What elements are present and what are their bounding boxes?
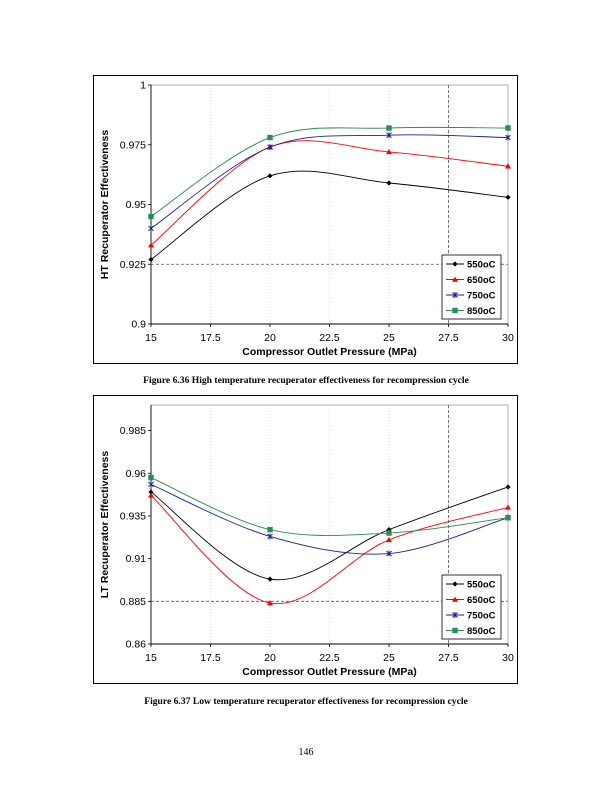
x-tick-label: 22.5	[319, 332, 340, 344]
x-tick-label: 25	[383, 332, 395, 344]
x-tick-label: 27.5	[438, 652, 459, 664]
series-line-550oC	[150, 486, 509, 581]
figure-caption-6-37: Figure 6.37 Low temperature recuperator …	[144, 696, 468, 707]
diamond-marker	[267, 173, 273, 179]
x-axis-label: Compressor Outlet Pressure (MPa)	[242, 666, 416, 678]
y-tick-label: 0.9	[131, 319, 146, 331]
triangle-marker	[148, 242, 154, 248]
diamond-marker	[386, 180, 392, 186]
x-tick-label: 17.5	[200, 652, 221, 664]
x-tick-label: 20	[264, 652, 276, 664]
y-tick-label: 0.96	[126, 468, 147, 480]
square-marker	[452, 307, 458, 314]
x-tick-label: 22.5	[319, 652, 340, 664]
square-marker	[267, 526, 273, 533]
triangle-marker	[505, 163, 511, 169]
x-tick-label: 15	[145, 652, 157, 664]
asterisk-marker	[386, 550, 392, 557]
legend-label: 850oC	[467, 306, 496, 317]
legend-box	[441, 254, 502, 320]
asterisk-marker	[267, 144, 273, 151]
series-line-750oC	[150, 483, 509, 555]
diamond-marker	[148, 256, 154, 263]
diamond-marker	[505, 484, 511, 490]
y-axis-label: LT Recuperator Effectiveness	[99, 451, 111, 599]
x-tick-label: 25	[383, 652, 395, 664]
asterisk-marker	[148, 225, 154, 232]
triangle-marker	[267, 600, 273, 606]
y-tick-label: 0.935	[120, 510, 146, 522]
y-tick-label: 0.95	[126, 199, 147, 211]
triangle-marker	[148, 492, 154, 498]
x-tick-label: 15	[145, 332, 157, 344]
square-marker	[148, 213, 154, 220]
triangle-marker	[452, 276, 458, 282]
series-line-850oC	[150, 126, 509, 217]
legend-label: 550oC	[467, 580, 496, 591]
asterisk-marker	[505, 134, 511, 141]
series-line-650oC	[150, 495, 509, 605]
lt-chart-frame: 0.86 0.885 0.91 0.935 0.96 0.985 15 17.5 20 22.5 2…	[93, 395, 518, 684]
square-marker	[505, 514, 511, 521]
lt-effectiveness-chart: 0.86 0.885 0.91 0.935 0.96 0.985 15 17.5 20 22.5 2…	[99, 404, 514, 678]
asterisk-marker	[386, 132, 392, 139]
legend-label: 750oC	[467, 611, 496, 622]
y-tick-label: 0.91	[126, 553, 147, 565]
figure-caption-6-36: Figure 6.36 High temperature recuperator…	[143, 375, 469, 386]
y-tick-label: 0.985	[120, 425, 146, 437]
legend-label: 850oC	[467, 626, 496, 637]
diamond-marker	[452, 261, 458, 267]
triangle-marker	[452, 596, 458, 602]
legend-label: 650oC	[467, 275, 496, 286]
y-tick-label: 1	[140, 80, 146, 92]
diamond-marker	[267, 576, 273, 582]
diamond-marker	[505, 194, 511, 200]
triangle-marker	[386, 536, 392, 543]
ht-chart-frame: 0.9 0.925 0.95 0.975 1 15 17.5 20 22.5 25 27.5 30 Co…	[93, 75, 518, 364]
square-marker	[505, 125, 511, 131]
series-line-850oC	[150, 477, 509, 536]
x-tick-label: 27.5	[438, 332, 459, 344]
x-tick-label: 30	[502, 652, 514, 664]
series-line-650oC	[150, 140, 509, 246]
triangle-marker	[505, 504, 511, 510]
square-marker	[386, 530, 392, 536]
asterisk-marker	[148, 481, 154, 488]
legend-label: 750oC	[467, 291, 496, 302]
ht-effectiveness-chart: 0.9 0.925 0.95 0.975 1 15 17.5 20 22.5 25 27.5 30 Co…	[99, 80, 514, 359]
y-tick-label: 0.925	[120, 259, 146, 271]
y-axis-label: HT Recuperator Effectiveness	[99, 130, 111, 280]
x-tick-label: 30	[502, 332, 514, 344]
asterisk-marker	[267, 533, 273, 540]
x-axis-label: Compressor Outlet Pressure (MPa)	[242, 346, 416, 358]
triangle-marker	[386, 148, 392, 155]
square-marker	[452, 627, 458, 634]
legend-label: 550oC	[467, 260, 496, 271]
series-line-550oC	[150, 170, 509, 260]
asterisk-marker	[452, 612, 458, 618]
x-tick-label: 17.5	[200, 332, 221, 344]
diamond-marker	[452, 581, 458, 587]
x-tick-label: 20	[264, 332, 276, 344]
legend-box	[441, 574, 502, 640]
square-marker	[267, 134, 273, 141]
y-tick-label: 0.975	[120, 139, 146, 151]
legend-label: 650oC	[467, 595, 496, 606]
series-line-750oC	[150, 134, 509, 229]
page-number: 146	[298, 747, 314, 758]
square-marker	[148, 474, 154, 481]
square-marker	[386, 125, 392, 131]
y-tick-label: 0.885	[120, 596, 146, 608]
asterisk-marker	[452, 292, 458, 298]
y-tick-label: 0.86	[126, 639, 147, 651]
